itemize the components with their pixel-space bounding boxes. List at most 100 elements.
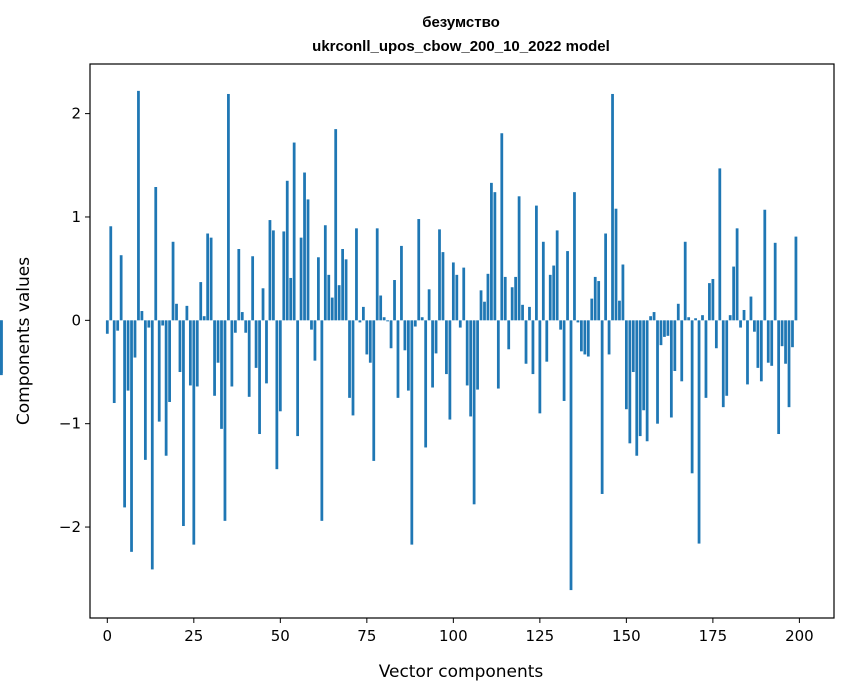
bar-component-150 — [624, 320, 628, 410]
bar-component-74 — [361, 306, 365, 321]
bar-component-172 — [701, 315, 704, 321]
bar-component-175 — [711, 278, 715, 321]
bar-component-193 — [773, 242, 777, 321]
bar-component-57 — [303, 172, 306, 321]
bar-component-147 — [614, 208, 618, 321]
bar-component-192 — [770, 320, 774, 366]
bar-component-46 — [265, 320, 268, 384]
bar-component-197 — [787, 320, 791, 408]
bar-component-152 — [631, 320, 635, 373]
bar-component-183 — [739, 320, 742, 328]
bar-component-4 — [119, 255, 123, 321]
bar-component-1 — [109, 226, 113, 321]
x-tick-label: 50 — [271, 627, 290, 645]
bar-component-66 — [334, 129, 338, 321]
bar-component-131 — [559, 320, 563, 330]
bar-component-89 — [413, 320, 417, 327]
bar-component-187 — [753, 320, 756, 332]
plot-frame — [89, 63, 835, 619]
bar-component-13 — [150, 320, 154, 570]
y-tick-label: 1 — [71, 208, 81, 226]
bar-component-122 — [528, 306, 531, 321]
bar-component-166 — [680, 320, 684, 382]
bar-component-50 — [278, 320, 282, 412]
bar-component-33 — [220, 320, 223, 429]
bar-component-128 — [548, 274, 552, 321]
bar-component-75 — [365, 320, 369, 355]
bar-component-95 — [434, 320, 438, 354]
bar-component-133 — [566, 251, 569, 321]
y-tick-label: −1 — [59, 415, 81, 433]
bar-component-45 — [261, 288, 265, 321]
bar-component-101 — [455, 274, 459, 321]
bar-component-69 — [344, 259, 348, 321]
bar-component-179 — [725, 320, 729, 396]
bar-component-116 — [507, 320, 511, 350]
bar-component-102 — [458, 320, 462, 328]
x-tick-label: 175 — [699, 627, 728, 645]
bar-component-180 — [728, 315, 732, 321]
bar-component-158 — [652, 312, 656, 321]
bar-component-103 — [462, 267, 466, 321]
bar-component-73 — [358, 320, 362, 323]
bar-component-43 — [254, 320, 258, 368]
bar-component-194 — [777, 320, 781, 435]
bar-component-126 — [541, 241, 545, 321]
bar-component-15 — [157, 320, 161, 422]
bar-component-114 — [500, 133, 504, 321]
bar-component-182 — [735, 228, 739, 321]
bar-component-27 — [199, 282, 203, 321]
bar-component-176 — [714, 320, 718, 349]
bar-component-3 — [116, 320, 120, 331]
bar-component-112 — [493, 192, 497, 321]
bar-component-96 — [438, 229, 441, 321]
x-tick-label: 25 — [184, 627, 203, 645]
bar-component-163 — [669, 320, 673, 418]
bar-component-132 — [562, 320, 566, 401]
bar-component-98 — [445, 320, 448, 375]
bar-component-67 — [337, 285, 341, 321]
bar-component-84 — [396, 320, 400, 398]
bar-component-107 — [476, 320, 479, 390]
bar-component-177 — [718, 168, 722, 321]
bar-component-21 — [178, 320, 182, 373]
bar-component-48 — [272, 230, 275, 321]
bar-component-184 — [742, 309, 746, 321]
bar-component-136 — [576, 320, 580, 323]
bar-component-11 — [143, 320, 147, 460]
bar-component-6 — [126, 320, 130, 391]
bar-component-186 — [749, 296, 753, 321]
x-tick-label: 100 — [439, 627, 468, 645]
bar-component-134 — [569, 320, 573, 591]
bar-component-42 — [251, 256, 255, 321]
bar-component-40 — [244, 320, 248, 333]
bar-component-153 — [635, 320, 639, 456]
bar-component-99 — [448, 320, 452, 420]
bar-component-38 — [237, 249, 241, 321]
bar-component-59 — [310, 320, 313, 330]
bar-component-26 — [195, 320, 199, 387]
bar-component-161 — [663, 320, 666, 337]
bar-component-115 — [503, 276, 507, 321]
bar-component-185 — [746, 320, 749, 385]
bar-component-117 — [510, 287, 514, 321]
bar-component-123 — [531, 320, 535, 375]
bar-component-2 — [112, 320, 116, 404]
bar-component-149 — [621, 264, 625, 321]
bar-component-104 — [465, 320, 469, 386]
bar-component-49 — [275, 320, 279, 470]
bar-component-125 — [538, 320, 542, 414]
bar-component-140 — [590, 298, 594, 321]
bar-component-129 — [552, 265, 556, 321]
bar-component-170 — [694, 318, 697, 321]
bar-component-141 — [593, 276, 597, 321]
bar-component-10 — [140, 311, 144, 321]
bar-component-173 — [704, 320, 708, 398]
bar-component-63 — [323, 225, 327, 321]
bar-component-47 — [268, 220, 272, 321]
bar-component-196 — [784, 320, 787, 364]
bar-component-64 — [327, 274, 331, 321]
x-tick-label: 75 — [357, 627, 376, 645]
bar-component-61 — [317, 257, 320, 321]
bar-component-145 — [607, 320, 611, 355]
